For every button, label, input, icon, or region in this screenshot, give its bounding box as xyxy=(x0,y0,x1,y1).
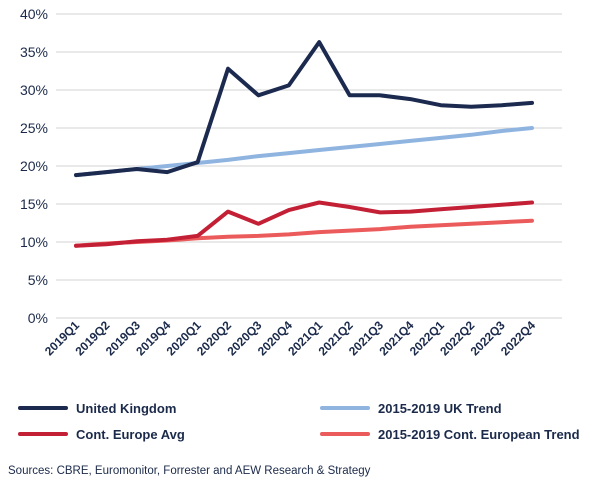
y-tick-label: 35% xyxy=(20,44,48,60)
source-note: Sources: CBRE, Euromonitor, Forrester an… xyxy=(8,465,371,477)
legend-label: United Kingdom xyxy=(76,401,176,416)
series-line-2015-2019-uk-trend xyxy=(74,126,534,178)
series-line-united-kingdom xyxy=(74,40,534,178)
legend-label: 2015-2019 Cont. European Trend xyxy=(378,427,580,442)
y-tick-label: 15% xyxy=(20,196,48,212)
legend: United Kingdom 2015-2019 UK Trend Cont. Eu… xyxy=(18,401,580,442)
y-tick-label: 5% xyxy=(28,272,48,288)
series-lines xyxy=(74,40,534,248)
y-tick-label: 0% xyxy=(28,310,48,326)
series-line-cont-europe-avg xyxy=(74,200,534,248)
x-axis-ticks: 2019Q12019Q22019Q32019Q42020Q12020Q22020… xyxy=(42,318,538,358)
y-tick-label: 25% xyxy=(20,120,48,136)
y-tick-label: 30% xyxy=(20,82,48,98)
y-tick-label: 10% xyxy=(20,234,48,250)
y-axis-ticks: 0% 5% 10% 15% 20% 25% 30% 35% 40% xyxy=(20,6,48,326)
legend-label: Cont. Europe Avg xyxy=(76,427,185,442)
y-tick-label: 40% xyxy=(20,6,48,22)
y-tick-label: 20% xyxy=(20,158,48,174)
x-tick-label: 2022Q4 xyxy=(498,318,538,358)
legend-label: 2015-2019 UK Trend xyxy=(378,401,502,416)
